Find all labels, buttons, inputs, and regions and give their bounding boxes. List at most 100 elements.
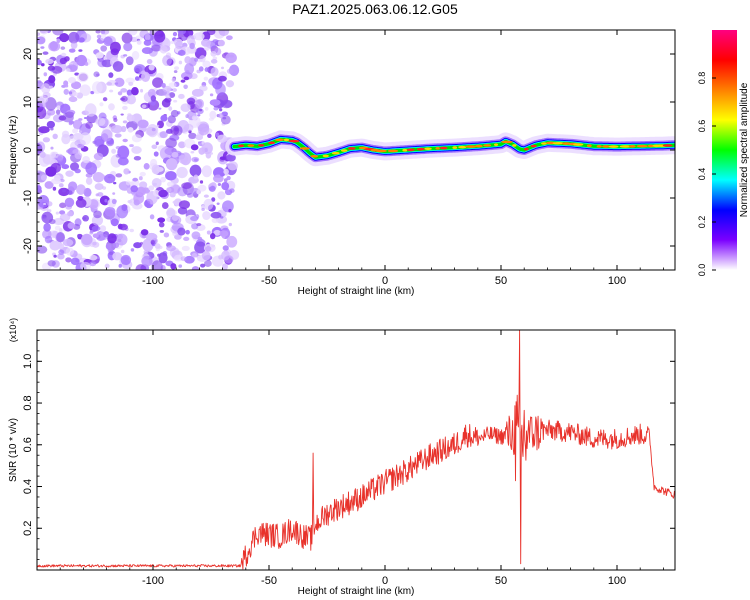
noise-blob bbox=[191, 266, 200, 270]
noise-blob bbox=[140, 229, 149, 236]
noise-blob bbox=[141, 104, 147, 109]
noise-blob bbox=[216, 202, 220, 205]
noise-blob bbox=[103, 36, 113, 47]
noise-blob bbox=[212, 174, 224, 183]
noise-blob bbox=[45, 97, 57, 111]
y-tick-label: 10 bbox=[22, 96, 34, 108]
noise-blob bbox=[152, 77, 164, 88]
noise-blob bbox=[131, 50, 140, 60]
noise-blob bbox=[111, 198, 117, 205]
noise-blob bbox=[102, 97, 108, 102]
noise-blob bbox=[121, 95, 128, 102]
colorbar-label: Normalized spectral amplitude bbox=[739, 82, 750, 217]
noise-blob bbox=[157, 253, 161, 257]
noise-blob bbox=[100, 45, 108, 52]
noise-blob bbox=[140, 88, 144, 93]
ridge-hotspot bbox=[530, 144, 537, 148]
noise-blob bbox=[39, 151, 46, 158]
noise-blob bbox=[78, 49, 83, 52]
noise-blob bbox=[141, 71, 151, 82]
noise-blob bbox=[116, 205, 129, 219]
noise-blob bbox=[129, 144, 134, 148]
noise-blob bbox=[70, 257, 80, 266]
noise-blob bbox=[71, 81, 82, 90]
noise-blob bbox=[229, 188, 235, 193]
noise-blob bbox=[112, 252, 123, 261]
noise-blob bbox=[131, 146, 142, 154]
noise-blob bbox=[48, 75, 56, 84]
noise-blob bbox=[51, 151, 59, 159]
noise-blob bbox=[72, 128, 79, 134]
y-tick-label: 0.2 bbox=[22, 521, 34, 536]
noise-blob bbox=[177, 30, 187, 35]
noise-blob bbox=[91, 81, 103, 94]
noise-blob bbox=[127, 200, 132, 204]
noise-blob bbox=[93, 210, 102, 219]
bottom-y-scale-label: (x10⁴) bbox=[8, 318, 18, 342]
noise-blob bbox=[85, 103, 97, 117]
noise-blob bbox=[219, 108, 223, 112]
noise-blob bbox=[164, 97, 172, 103]
noise-blob bbox=[65, 68, 71, 73]
y-tick-label: -20 bbox=[22, 238, 34, 254]
noise-blob bbox=[191, 231, 201, 240]
noise-blob bbox=[94, 183, 104, 190]
noise-blob bbox=[56, 105, 61, 110]
noise-blob bbox=[168, 106, 173, 111]
noise-blob bbox=[226, 154, 236, 162]
noise-blob bbox=[112, 242, 120, 249]
noise-blob bbox=[195, 49, 201, 55]
noise-blob bbox=[204, 259, 212, 267]
ridge-hotspot bbox=[375, 149, 387, 153]
colorbar-tick-label: 0.4 bbox=[697, 168, 707, 181]
noise-blob bbox=[194, 57, 199, 62]
noise-blob bbox=[78, 130, 83, 133]
noise-blob bbox=[217, 191, 226, 200]
x-tick-label: -50 bbox=[261, 275, 277, 287]
noise-blob bbox=[68, 48, 76, 53]
noise-blob bbox=[119, 223, 128, 231]
noise-blob bbox=[228, 222, 233, 227]
noise-blob bbox=[150, 95, 157, 102]
ridge-hotspot bbox=[283, 138, 290, 142]
noise-blob bbox=[194, 158, 198, 162]
noise-blob bbox=[165, 158, 178, 171]
noise-blob bbox=[161, 202, 169, 210]
noise-blob bbox=[65, 111, 75, 118]
snr-background bbox=[37, 330, 675, 570]
noise-blob bbox=[204, 67, 209, 72]
noise-blob bbox=[146, 58, 153, 65]
noise-blob bbox=[219, 172, 225, 177]
noise-blob bbox=[45, 58, 54, 65]
noise-blob bbox=[203, 76, 209, 81]
noise-blob bbox=[215, 82, 226, 96]
noise-blob bbox=[55, 211, 60, 215]
noise-blob bbox=[195, 98, 204, 109]
noise-blob bbox=[101, 59, 113, 68]
noise-blob bbox=[198, 147, 206, 155]
noise-blob bbox=[80, 261, 91, 270]
ridge-hotspot bbox=[416, 147, 425, 151]
noise-blob bbox=[120, 249, 125, 254]
noise-blob bbox=[127, 127, 134, 133]
noise-blob bbox=[157, 120, 164, 129]
noise-blob bbox=[190, 215, 199, 222]
noise-blob bbox=[37, 245, 48, 254]
noise-blob bbox=[158, 222, 165, 228]
ridge-hotspot bbox=[247, 144, 255, 147]
noise-blob bbox=[109, 89, 114, 93]
noise-blob bbox=[136, 39, 142, 45]
noise-blob bbox=[75, 198, 87, 208]
noise-blob bbox=[82, 156, 90, 164]
noise-blob bbox=[169, 191, 176, 198]
noise-blob bbox=[189, 42, 195, 50]
noise-blob bbox=[79, 84, 91, 96]
colorbar: 0.0 0.2 0.4 0.6 0.8 Normalized spectral ampl… bbox=[697, 30, 750, 276]
noise-blob bbox=[183, 76, 190, 81]
noise-blob bbox=[149, 214, 155, 220]
noise-blob bbox=[112, 61, 124, 72]
noise-blob bbox=[42, 91, 51, 99]
bottom-y-axis-label: SNR (10 * v/v) bbox=[8, 418, 19, 482]
noise-blob bbox=[68, 96, 78, 103]
noise-blob bbox=[37, 32, 41, 36]
